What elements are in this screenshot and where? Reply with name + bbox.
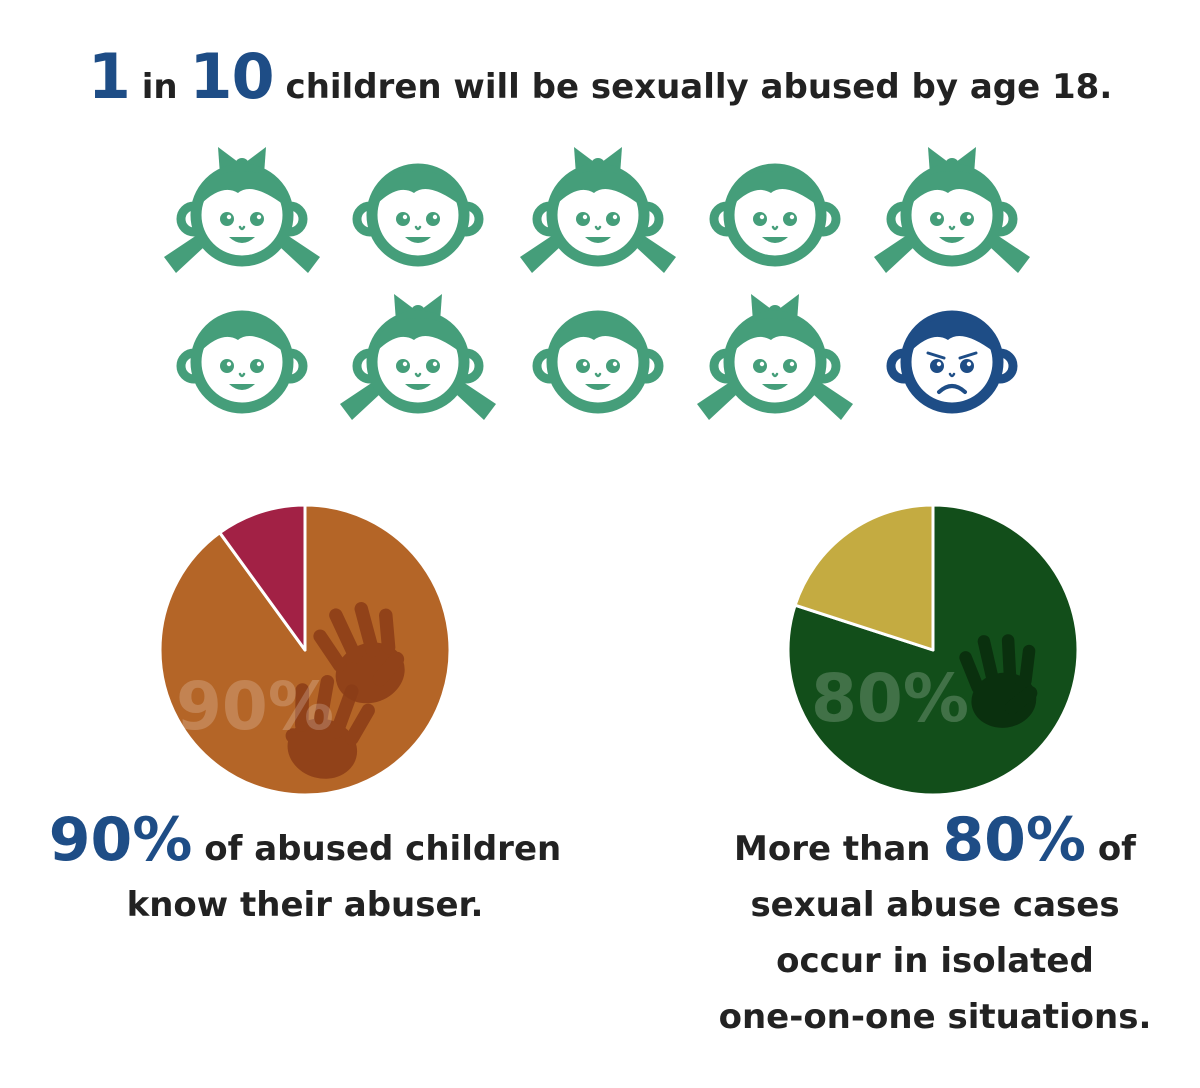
headline-word-in: in: [141, 67, 178, 107]
headline-number-10: 10: [189, 40, 274, 113]
caption-left-text-1: of abused children: [204, 829, 562, 869]
caption-left-line-2: know their abuser.: [126, 885, 484, 925]
boy-face-icon: [352, 163, 484, 267]
headline-text: children will be sexually abused by age …: [285, 67, 1113, 107]
headline: 1 in 10 children will be sexually abused…: [0, 40, 1200, 113]
boy-face-icon: [532, 310, 664, 414]
boy-face-icon: [709, 163, 841, 267]
pie-overlay-label: 80%: [811, 660, 969, 737]
sad-child-icon: [886, 310, 1018, 414]
caption-right-line-1: More than 80% of: [680, 810, 1190, 877]
pie-0-slice-1: [218, 503, 307, 652]
pie-1-slice-1: [793, 503, 935, 652]
caption-right-suffix: of: [1097, 829, 1136, 869]
girl-face-icon: [874, 147, 1030, 273]
caption-right-line-2: sexual abuse cases: [750, 885, 1120, 925]
pie-chart-isolated-situations: 80%: [786, 503, 1080, 797]
caption-right-percent: 80%: [942, 805, 1086, 875]
caption-right-line-3: occur in isolated: [776, 941, 1094, 981]
caption-left: 90% of abused children know their abuser…: [20, 810, 590, 933]
headline-number-1: 1: [87, 40, 131, 113]
hand-prints-icon: [285, 602, 405, 779]
hand-print-icon: [959, 634, 1038, 728]
pie-overlay-label: 90%: [176, 668, 334, 745]
girl-face-icon: [164, 147, 320, 273]
caption-right-prefix: More than: [734, 829, 931, 869]
children-icon-grid: [164, 147, 1030, 420]
pie-chart-know-abuser: 90%: [158, 503, 452, 797]
girl-face-icon: [340, 294, 496, 420]
girl-face-icon: [520, 147, 676, 273]
caption-right-line-4: one-on-one situations.: [718, 997, 1152, 1037]
caption-right: More than 80% of sexual abuse cases occu…: [680, 810, 1190, 1045]
girl-face-icon: [697, 294, 853, 420]
boy-face-icon: [176, 310, 308, 414]
caption-left-line-1: 90% of abused children: [20, 810, 590, 877]
caption-left-percent: 90%: [48, 805, 193, 875]
